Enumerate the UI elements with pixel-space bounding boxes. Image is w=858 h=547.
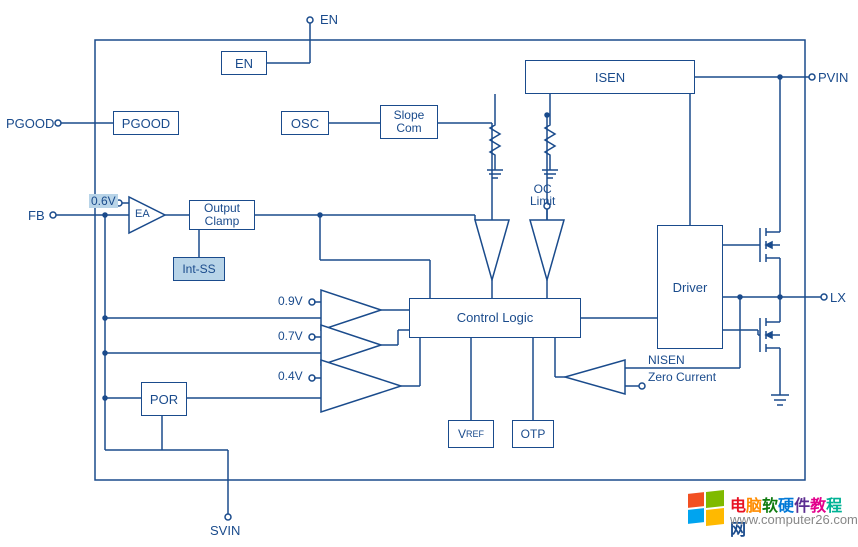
block-intss: Int-SS bbox=[173, 257, 225, 281]
pin-fb-label: FB bbox=[28, 208, 45, 223]
block-vref: VREF bbox=[448, 420, 494, 448]
pin-pgood-label: PGOOD bbox=[6, 116, 54, 131]
block-otp: OTP bbox=[512, 420, 554, 448]
block-ea-label: EA bbox=[135, 208, 150, 220]
block-clamp: Output Clamp bbox=[189, 200, 255, 230]
pin-en-label: EN bbox=[320, 12, 338, 27]
block-en: EN bbox=[221, 51, 267, 75]
label-nisen: NISEN bbox=[648, 353, 685, 367]
block-pgood: PGOOD bbox=[113, 111, 179, 135]
pin-pvin-label: PVIN bbox=[818, 70, 848, 85]
block-por: POR bbox=[141, 382, 187, 416]
label-oc-limit: OCLimit bbox=[530, 183, 555, 207]
block-isen: ISEN bbox=[525, 60, 695, 94]
block-slope: Slope Com bbox=[380, 105, 438, 139]
label-0v7: 0.7V bbox=[278, 329, 303, 343]
label-zero-current: Zero Current bbox=[648, 370, 716, 384]
windows-logo-icon bbox=[688, 490, 724, 526]
pin-lx-label: LX bbox=[830, 290, 846, 305]
block-control: Control Logic bbox=[409, 298, 581, 338]
mosfet-high bbox=[758, 215, 780, 297]
block-driver: Driver bbox=[657, 225, 723, 349]
block-osc: OSC bbox=[281, 111, 329, 135]
label-0v9: 0.9V bbox=[278, 294, 303, 308]
watermark-url: www.computer26.com bbox=[730, 512, 858, 527]
pin-svin-label: SVIN bbox=[210, 523, 240, 538]
label-0v6: 0.6V bbox=[89, 194, 118, 208]
diagram-svg bbox=[0, 0, 858, 547]
label-0v4: 0.4V bbox=[278, 369, 303, 383]
mosfet-low bbox=[758, 318, 780, 395]
